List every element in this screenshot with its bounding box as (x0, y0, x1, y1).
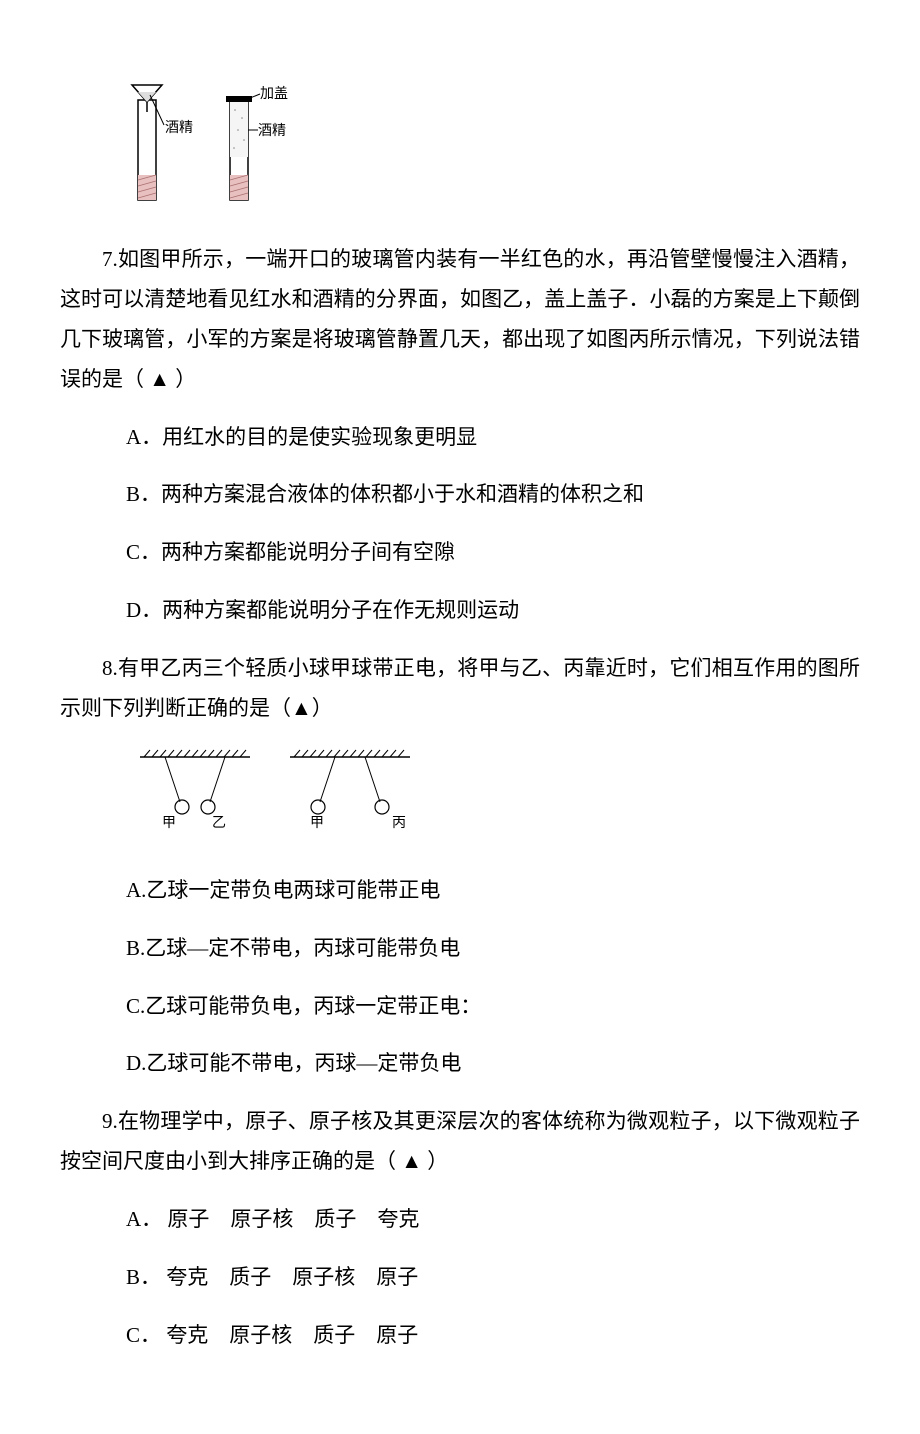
q9-option-c: C． 夸克 原子核 质子 原子 (84, 1316, 860, 1356)
figure-tubes: 酒精 加盖 酒精 (120, 80, 860, 210)
q7-option-a: A．用红水的目的是使实验现象更明显 (84, 418, 860, 458)
q9-option-a: A． 原子 原子核 质子 夸克 (84, 1200, 860, 1240)
q8-option-a: A.乙球一定带负电两球可能带正电 (84, 871, 860, 911)
label-right-alcohol: 酒精 (258, 123, 286, 139)
pendulum-label-bing: 丙 (392, 816, 406, 831)
q7-option-c: C．两种方案都能说明分子间有空隙 (84, 533, 860, 573)
tubes-svg: 酒精 加盖 酒精 (120, 80, 320, 210)
q7-stem: 7.如图甲所示，一端开口的玻璃管内装有一半红色的水，再沿管壁慢慢注入酒精，这时可… (60, 240, 860, 400)
q8-option-d: D.乙球可能不带电，丙球—定带负电 (84, 1044, 860, 1084)
label-funnel-alcohol: 酒精 (165, 120, 193, 136)
q8-option-c: C.乙球可能带负电，丙球一定带正电： (84, 987, 860, 1027)
pendulums-svg: 甲 乙 甲 丙 (130, 747, 430, 837)
q8-option-b: B.乙球—定不带电，丙球可能带负电 (84, 929, 860, 969)
q7-option-b: B．两种方案混合液体的体积都小于水和酒精的体积之和 (84, 475, 860, 515)
figure-pendulums: 甲 乙 甲 丙 (130, 747, 860, 851)
q9-option-b: B． 夸克 质子 原子核 原子 (84, 1258, 860, 1298)
q9-stem: 9.在物理学中，原子、原子核及其更深层次的客体统称为微观粒子，以下微观粒子按空间… (60, 1102, 860, 1182)
pendulum-label-yi: 乙 (212, 815, 226, 831)
q7-option-d: D．两种方案都能说明分子在作无规则运动 (84, 591, 860, 631)
label-cap: 加盖 (260, 86, 288, 102)
q8-stem: 8.有甲乙丙三个轻质小球甲球带正电，将甲与乙、丙靠近时，它们相互作用的图所示则下… (60, 649, 860, 729)
pendulum-label-jia-1: 甲 (162, 816, 176, 831)
pendulum-label-jia-2: 甲 (310, 816, 324, 831)
